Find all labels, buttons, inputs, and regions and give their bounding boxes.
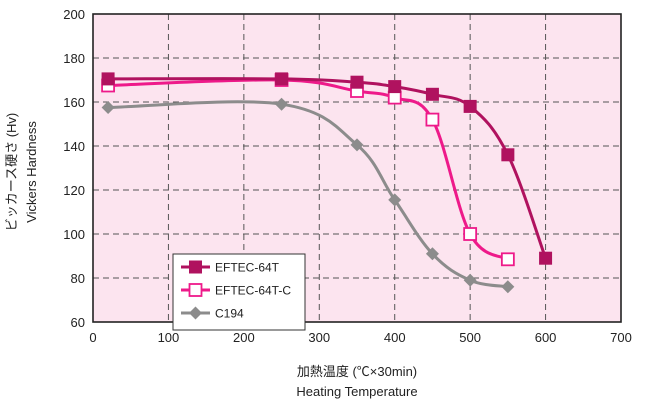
data-point — [275, 72, 289, 86]
legend-marker — [189, 306, 202, 320]
series-eftec-64t-c — [101, 73, 515, 267]
legend-label: C194 — [215, 307, 244, 321]
y-axis-label-en: Vickers Hardness — [24, 121, 39, 223]
data-point — [388, 80, 402, 94]
data-point — [500, 252, 515, 267]
data-point — [101, 72, 115, 86]
x-tick-label: 200 — [233, 330, 255, 345]
legend: EFTEC-64T EFTEC-64T-C C194 — [172, 253, 306, 331]
y-tick-label: 140 — [63, 139, 85, 154]
y-tick-label: 60 — [71, 315, 85, 330]
data-point — [425, 247, 439, 261]
data-point — [350, 138, 364, 152]
y-tick-label: 160 — [63, 95, 85, 110]
series-c194 — [101, 97, 515, 294]
x-axis-label-ja: 加熱温度 (℃×30min) — [297, 364, 417, 379]
plot-frame — [92, 13, 622, 323]
x-tick-label: 700 — [610, 330, 632, 345]
y-tick-label: 120 — [63, 183, 85, 198]
legend-item: EFTEC-64T-C — [181, 283, 291, 298]
legend-label: EFTEC-64T — [215, 261, 280, 275]
plot-background — [93, 14, 621, 322]
data-point — [425, 87, 439, 101]
data-point — [388, 193, 402, 207]
legend-item: EFTEC-64T — [181, 260, 280, 275]
x-tick-label: 400 — [384, 330, 406, 345]
legend-item: C194 — [181, 306, 244, 321]
data-point — [387, 90, 402, 105]
x-tick-label: 0 — [89, 330, 96, 345]
data-point — [275, 97, 289, 111]
y-tick-label: 180 — [63, 51, 85, 66]
legend-marker — [189, 260, 202, 274]
x-axis-label-en: Heating Temperature — [296, 384, 417, 399]
data-point — [463, 273, 477, 287]
data-point — [539, 251, 553, 265]
tick-labels: 0 100 200 300 400 500 600 700 60 80 100 120 140 160 18… — [63, 7, 632, 345]
x-tick-label: 500 — [459, 330, 481, 345]
y-axis-label-ja: ビッカース硬さ (Hv) — [4, 113, 19, 232]
x-tick-label: 300 — [308, 330, 330, 345]
data-point — [501, 148, 515, 162]
series-eftec-64t — [101, 72, 553, 265]
x-tick-label: 100 — [158, 330, 180, 345]
data-point — [425, 112, 440, 127]
legend-marker — [188, 283, 203, 297]
x-tick-label: 600 — [535, 330, 557, 345]
data-point — [350, 75, 364, 89]
series-layer — [101, 72, 553, 294]
data-point — [101, 101, 115, 114]
y-tick-label: 80 — [71, 271, 85, 286]
y-tick-label: 100 — [63, 227, 85, 242]
legend-label: EFTEC-64T-C — [215, 284, 291, 298]
y-tick-label: 200 — [63, 7, 85, 22]
data-point — [501, 280, 515, 294]
data-point — [463, 227, 478, 241]
data-point — [463, 99, 477, 113]
